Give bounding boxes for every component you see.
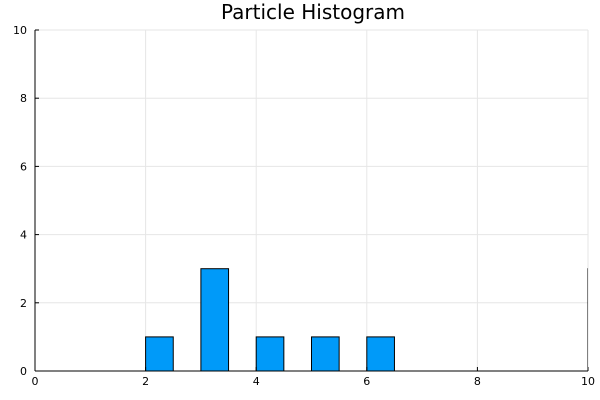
tick-labels: 0 2 4 6 8 10 0 2 4 6 8 10 (13, 24, 595, 388)
x-tick-label: 0 (32, 375, 39, 388)
axes (34, 29, 589, 372)
y-tick-label: 0 (20, 365, 27, 378)
x-tick-label: 6 (363, 375, 370, 388)
bars (145, 268, 588, 371)
x-tick-label: 10 (581, 375, 595, 388)
y-tick-label: 2 (20, 297, 27, 310)
histogram-bar (587, 268, 588, 371)
histogram-bar (255, 336, 285, 371)
y-tick-label: 6 (20, 160, 27, 173)
histogram-bar (200, 268, 230, 371)
y-tick-label: 8 (20, 92, 27, 105)
y-tick-label: 10 (13, 24, 27, 37)
histogram-bar (145, 336, 174, 371)
x-tick-label: 2 (142, 375, 149, 388)
histogram-bar (311, 336, 340, 371)
chart-title: Particle Histogram (221, 0, 405, 24)
histogram-bar (366, 336, 395, 371)
x-tick-label: 4 (253, 375, 260, 388)
y-tick-label: 4 (20, 229, 27, 242)
x-tick-label: 8 (474, 375, 481, 388)
grid (34, 29, 589, 372)
